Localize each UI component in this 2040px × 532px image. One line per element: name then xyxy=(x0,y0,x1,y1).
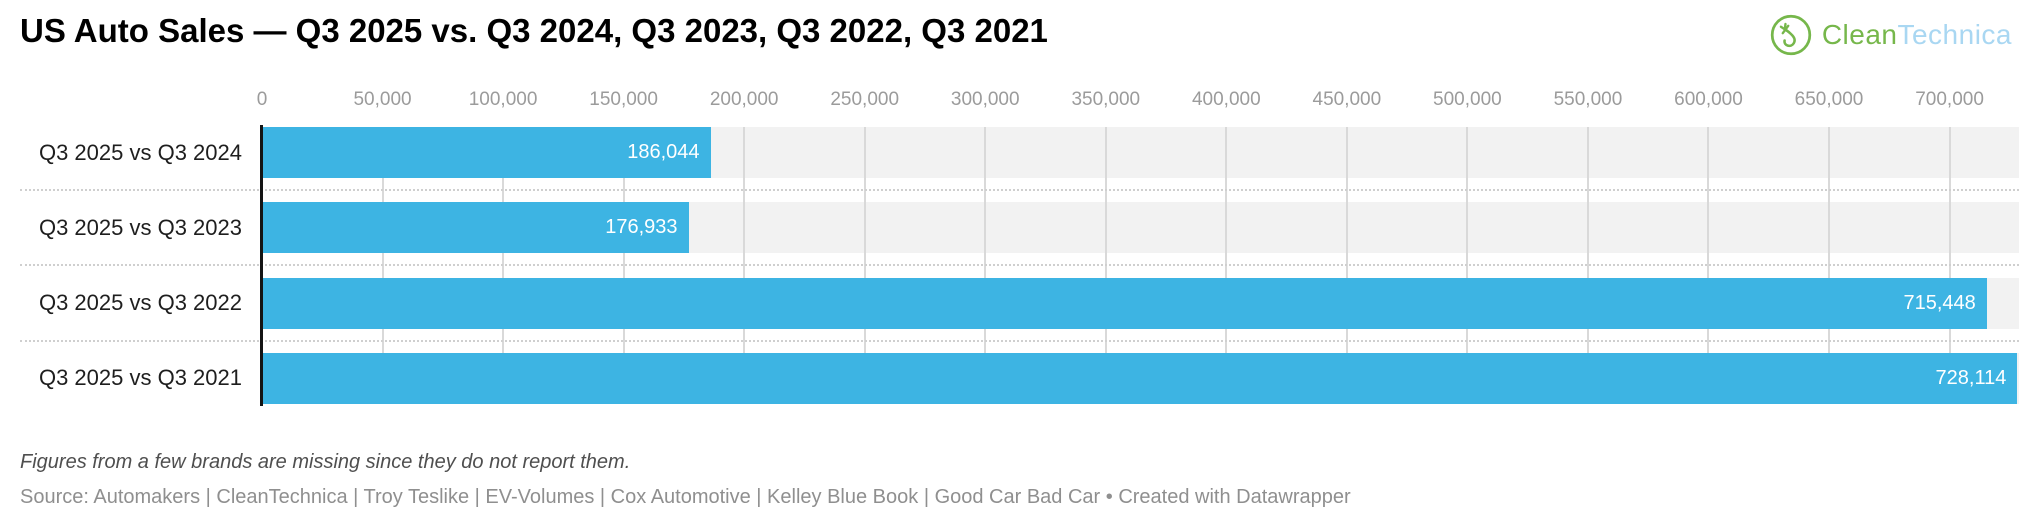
wind-turbine-circle-icon xyxy=(1769,13,1813,57)
logo-technica-text: Technica xyxy=(1897,19,2012,50)
bar-value-label: 728,114 xyxy=(1935,366,2007,389)
bar[interactable]: 715,448 xyxy=(262,277,1987,329)
x-axis-tick-label: 150,000 xyxy=(589,89,658,110)
x-axis-tick-label: 400,000 xyxy=(1191,89,1261,110)
row-label: Q3 2025 vs Q3 2023 xyxy=(38,214,242,240)
x-axis-tick-label: 550,000 xyxy=(1553,89,1623,110)
bar-value-label: 715,448 xyxy=(1903,291,1976,314)
bar-value-label: 176,933 xyxy=(605,216,678,239)
bar[interactable]: 186,044 xyxy=(262,127,711,178)
x-axis-tick-label: 100,000 xyxy=(468,89,538,110)
x-axis-tick-label: 50,000 xyxy=(353,89,412,110)
x-axis-tick-label: 350,000 xyxy=(1071,89,1141,110)
bar[interactable]: 728,114 xyxy=(262,352,2018,404)
row-separator-line xyxy=(20,189,2019,192)
x-axis-tick-label: 300,000 xyxy=(950,89,1020,110)
x-axis-tick-label: 500,000 xyxy=(1433,89,1502,110)
bar-value-label: 186,044 xyxy=(627,141,700,163)
row-label: Q3 2025 vs Q3 2021 xyxy=(38,365,242,391)
bar[interactable]: 176,933 xyxy=(262,202,689,254)
x-axis-tick-label: 600,000 xyxy=(1674,89,1743,110)
x-axis-tick-label: 700,000 xyxy=(1915,89,1984,110)
logo-clean-text: Clean xyxy=(1821,19,1898,50)
logo-wordmark: CleanTechnica xyxy=(1822,19,2012,51)
cleantechnica-logo[interactable]: CleanTechnica xyxy=(1769,13,2012,57)
axis-baseline xyxy=(260,125,263,406)
chart-title: US Auto Sales — Q3 2025 vs. Q3 2024, Q3 … xyxy=(20,12,1048,49)
chart-notes: Figures from a few brands are missing si… xyxy=(20,451,631,473)
row-label: Q3 2025 vs Q3 2022 xyxy=(38,290,242,316)
x-axis-tick-label: 650,000 xyxy=(1794,89,1864,110)
chart-source-line: Source: Automakers | CleanTechnica | Tro… xyxy=(20,486,1351,508)
x-axis-tick-label: 250,000 xyxy=(830,89,900,110)
x-axis-tick-label: 200,000 xyxy=(709,89,779,110)
x-axis-tick-label: 0 xyxy=(256,89,268,110)
x-axis-tick-label: 450,000 xyxy=(1312,89,1382,110)
row-label: Q3 2025 vs Q3 2024 xyxy=(38,139,242,165)
row-separator-line xyxy=(20,264,2019,267)
row-separator-line xyxy=(20,339,2019,342)
